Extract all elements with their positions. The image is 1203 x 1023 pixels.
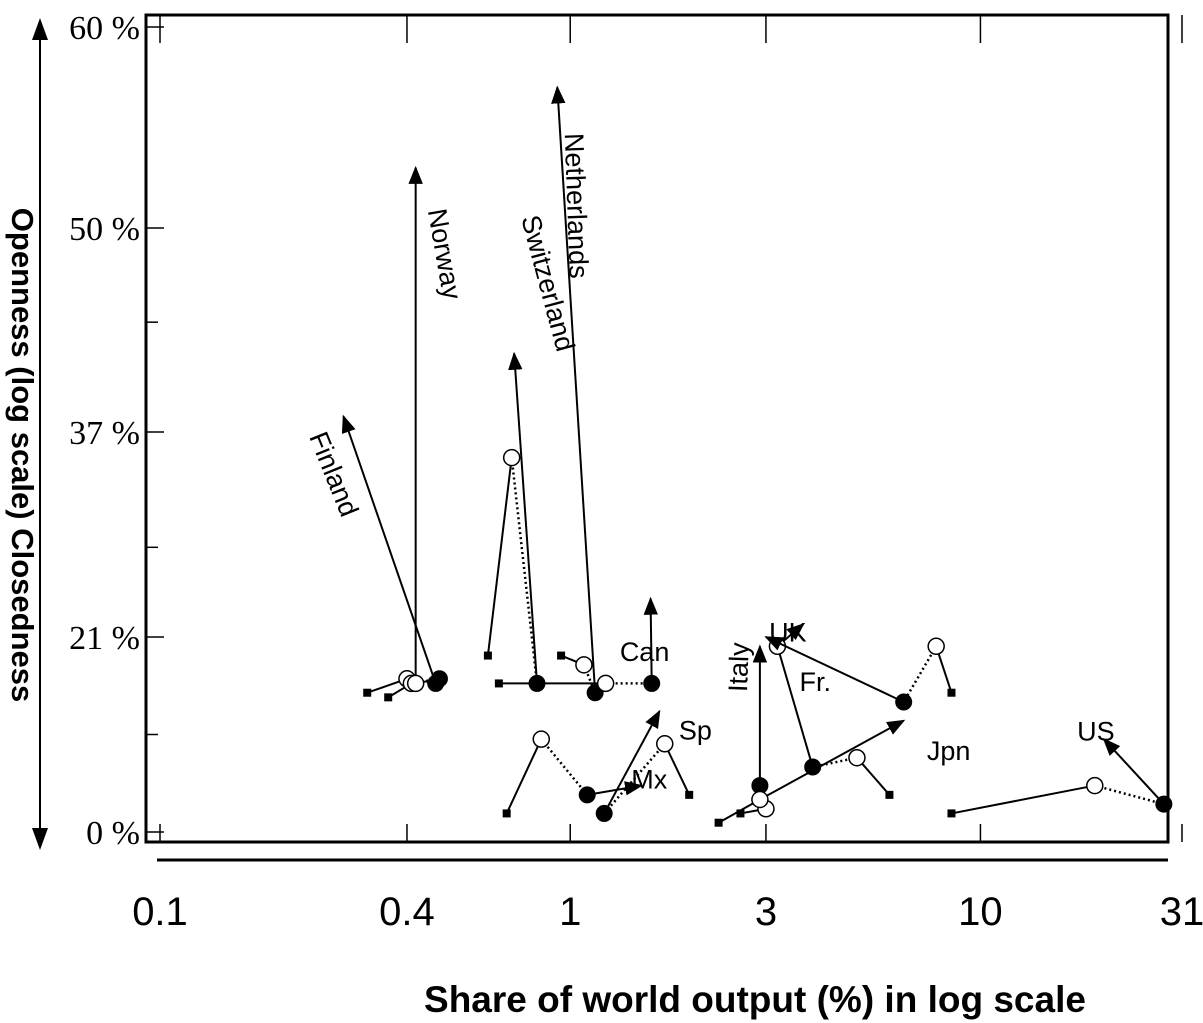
trajectory-segment (1094, 784, 1165, 806)
point-open (1086, 776, 1104, 795)
x-tick-label: 0.1 (132, 890, 188, 934)
point-filled (595, 804, 613, 822)
point-open (656, 735, 674, 753)
x-tick-label: 3 (755, 890, 777, 934)
country-jpn: Jpn (714, 719, 971, 827)
country-label: Netherlands (559, 132, 594, 279)
point-start (363, 688, 372, 697)
point-open (848, 748, 866, 767)
point-start (384, 693, 393, 702)
trajectory-segment (540, 738, 589, 796)
trajectory-segment (508, 351, 539, 684)
point-filled (1155, 795, 1173, 813)
country-label: Can (620, 637, 670, 667)
point-filled (895, 693, 913, 711)
point-start (947, 809, 956, 818)
x-tick-label: 10 (958, 890, 1003, 934)
country-netherlands: Netherlands (551, 85, 604, 702)
point-filled (643, 674, 661, 692)
country-norway: Norway (384, 165, 468, 702)
trajectory-segment (1102, 737, 1165, 805)
point-start (685, 790, 694, 799)
trajectory-segment (764, 636, 905, 703)
point-open (406, 674, 425, 693)
point-open (532, 730, 551, 748)
point-open (502, 448, 521, 467)
country-sp: Sp (595, 709, 712, 822)
x-tick-label: 1 (559, 890, 581, 934)
country-label: Sp (679, 716, 712, 746)
y-tick-label: 60 % (69, 10, 140, 47)
point-start (557, 651, 566, 660)
point-open (596, 674, 615, 693)
point-start (502, 809, 511, 818)
y-axis-label: Openness (log scale) Closedness (5, 208, 40, 702)
country-label: Fr. (800, 667, 832, 697)
ticks: 0.1 0.4 1 3 10 31 0 % 21 % 37 % 50 % 60 % (69, 10, 1203, 934)
country-mx: Mx (502, 730, 668, 818)
point-filled (804, 758, 822, 776)
point-open (927, 637, 945, 656)
country-italy: Italy (723, 641, 775, 818)
country-switzerland: Switzerland (483, 212, 580, 692)
point-start (885, 790, 894, 799)
x-tick-label: 0.4 (379, 890, 435, 934)
point-start (736, 809, 745, 818)
trajectory-segment (603, 709, 661, 814)
country-label: Italy (723, 641, 755, 692)
trajectory-segment (486, 457, 513, 656)
trajectory-segment (951, 784, 1095, 815)
trajectory-segment (587, 781, 644, 796)
country-label: US (1077, 716, 1115, 746)
point-open (751, 790, 769, 809)
trajectory-segment (902, 645, 938, 703)
point-start (714, 818, 723, 827)
country-label: Mx (631, 764, 667, 794)
trajectory-segment (341, 414, 437, 684)
x-axis-label: Share of world output (%) in log scale (424, 979, 1086, 1020)
y-axis-arrow-top (32, 18, 48, 40)
country-fr: Fr. (768, 623, 894, 799)
y-tick-label: 21 % (69, 620, 140, 657)
point-start (483, 651, 492, 660)
y-tick-label: 0 % (86, 815, 140, 852)
point-filled (430, 670, 448, 688)
point-open (575, 656, 593, 674)
trajectory-segment (643, 596, 658, 684)
country-finland: Finland (303, 414, 445, 697)
country-label: Finland (303, 427, 364, 520)
trajectory-segment (663, 743, 691, 796)
trajectory-segment (776, 646, 814, 768)
plot-frame (144, 13, 1170, 844)
x-tick-label: 31 (1160, 890, 1203, 934)
point-filled (578, 786, 596, 804)
country-label: UK (769, 618, 807, 648)
trajectory-segment (551, 85, 597, 693)
country-can: Can (494, 596, 670, 693)
y-tick-label: 37 % (69, 415, 140, 452)
y-tick-label: 50 % (69, 211, 140, 248)
country-label: Jpn (927, 736, 971, 766)
point-start (494, 679, 503, 688)
country-uk: UK (764, 618, 956, 711)
point-start (947, 688, 956, 697)
trajectory-segment (505, 738, 543, 814)
country-us: US (947, 716, 1173, 818)
country-label: Norway (422, 206, 468, 302)
trajectory-segment (603, 742, 666, 815)
y-axis-arrow-bottom (32, 828, 48, 850)
trajectory-segment (759, 719, 906, 801)
